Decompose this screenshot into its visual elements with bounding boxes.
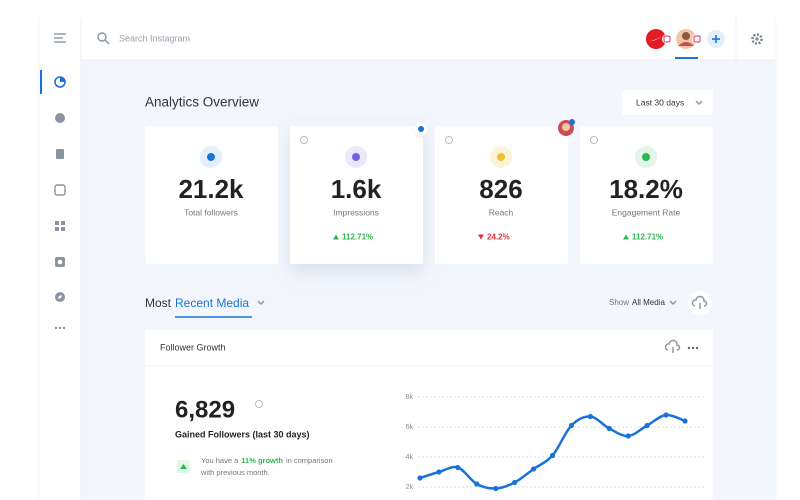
active-indicator — [40, 70, 42, 94]
media-filter-value: All Media — [632, 298, 665, 307]
note-suffix: in comparison — [286, 456, 333, 465]
card-icon-glyph — [497, 153, 505, 161]
card-label: Engagement Rate — [612, 207, 681, 217]
panel-menu[interactable] — [687, 346, 699, 350]
card-change: 112.71% — [632, 233, 663, 242]
stat-card[interactable]: 826 Reach 24.2% — [435, 126, 568, 264]
card-background — [290, 126, 423, 264]
data-point[interactable] — [474, 481, 480, 487]
info-icon — [300, 136, 308, 144]
date-range-dropdown[interactable]: Last 30 days — [622, 90, 713, 115]
data-point[interactable] — [587, 413, 593, 420]
page-title: Analytics Overview — [145, 95, 259, 110]
growth-note: You have a 11% growth in comparison — [201, 456, 333, 465]
nav-explore[interactable] — [55, 292, 65, 302]
avatar-face — [562, 123, 570, 131]
y-tick-label: 6k — [406, 424, 414, 431]
nav-more[interactable] — [54, 326, 66, 330]
avatar-count — [569, 119, 575, 125]
y-tick-label: 8k — [406, 394, 414, 401]
nav-camera[interactable] — [55, 257, 65, 267]
note-highlight: 11% growth — [241, 456, 283, 465]
card-icon-glyph — [207, 153, 215, 161]
nav-apps[interactable] — [55, 221, 65, 231]
card-change: 112.71% — [342, 233, 373, 242]
card-value: 826 — [479, 174, 522, 204]
data-point[interactable] — [530, 466, 537, 472]
trend-arrow — [478, 234, 484, 240]
data-point[interactable] — [455, 464, 461, 471]
card-label: Total followers — [184, 207, 238, 217]
nav-analytics[interactable] — [54, 76, 66, 88]
card-label: Impressions — [333, 207, 379, 217]
data-point[interactable] — [663, 412, 669, 418]
card-change: 24.2% — [487, 233, 510, 242]
add-account-button[interactable] — [707, 30, 725, 48]
stat-card[interactable]: 18.2% Engagement Rate 112.71% — [580, 126, 713, 264]
growth-arrow — [180, 464, 187, 469]
data-point[interactable] — [417, 475, 423, 481]
media-filter-arrow — [669, 300, 677, 305]
panel-title: Follower Growth — [160, 342, 226, 352]
growth-panel — [145, 330, 713, 500]
download-button[interactable] — [688, 291, 712, 315]
info-icon[interactable] — [255, 400, 263, 408]
settings-button[interactable] — [751, 33, 763, 45]
trend-arrow — [333, 234, 339, 240]
note-prefix: You have a — [201, 456, 239, 465]
card-value: 1.6k — [331, 174, 382, 204]
media-dropdown[interactable] — [257, 300, 265, 305]
data-point[interactable] — [568, 422, 575, 429]
menu-button[interactable] — [54, 33, 66, 43]
data-point[interactable] — [549, 452, 556, 459]
stat-card[interactable]: 21.2k Total followers — [145, 126, 278, 264]
media-heading: Most Recent Media — [145, 296, 249, 310]
note-line2: with previous month. — [200, 468, 270, 477]
data-point[interactable] — [436, 469, 442, 475]
media-filter[interactable]: Show All Media — [609, 298, 665, 307]
panel-download[interactable] — [664, 339, 681, 353]
account-switcher[interactable] — [646, 29, 702, 59]
date-range-label: Last 30 days — [636, 97, 684, 107]
media-heading-highlight: Recent Media — [175, 296, 249, 310]
card-value: 18.2% — [609, 174, 683, 204]
y-tick-label: 4k — [406, 454, 414, 461]
data-point[interactable] — [682, 418, 688, 424]
search-placeholder: Search Instagram — [119, 33, 190, 43]
card-background — [145, 126, 278, 264]
card-background — [580, 126, 713, 264]
data-point[interactable] — [493, 485, 499, 492]
trend-arrow — [623, 234, 629, 240]
card-label: Reach — [489, 207, 514, 217]
card-background — [435, 126, 568, 264]
nav-media[interactable] — [54, 184, 66, 196]
card-icon-glyph — [642, 153, 650, 161]
search-box[interactable]: Search Instagram — [97, 32, 190, 45]
media-heading-prefix: Most — [145, 296, 172, 310]
badge-dot — [418, 126, 424, 132]
nav-posts[interactable] — [56, 149, 64, 159]
data-point[interactable] — [512, 479, 518, 486]
card-value: 21.2k — [178, 174, 244, 204]
growth-total-label: Gained Followers (last 30 days) — [175, 429, 310, 439]
growth-total: 6,829 — [175, 396, 235, 423]
nav-messages[interactable] — [55, 113, 65, 123]
data-point[interactable] — [644, 422, 650, 429]
data-point[interactable] — [625, 433, 631, 439]
info-icon — [590, 136, 598, 144]
media-filter-prefix: Show — [609, 298, 629, 307]
card-icon-glyph — [352, 153, 360, 161]
stat-card[interactable]: 1.6k Impressions 112.71% — [290, 126, 423, 264]
info-icon — [445, 136, 453, 144]
y-tick-label: 2k — [406, 484, 414, 491]
data-point[interactable] — [606, 425, 612, 432]
